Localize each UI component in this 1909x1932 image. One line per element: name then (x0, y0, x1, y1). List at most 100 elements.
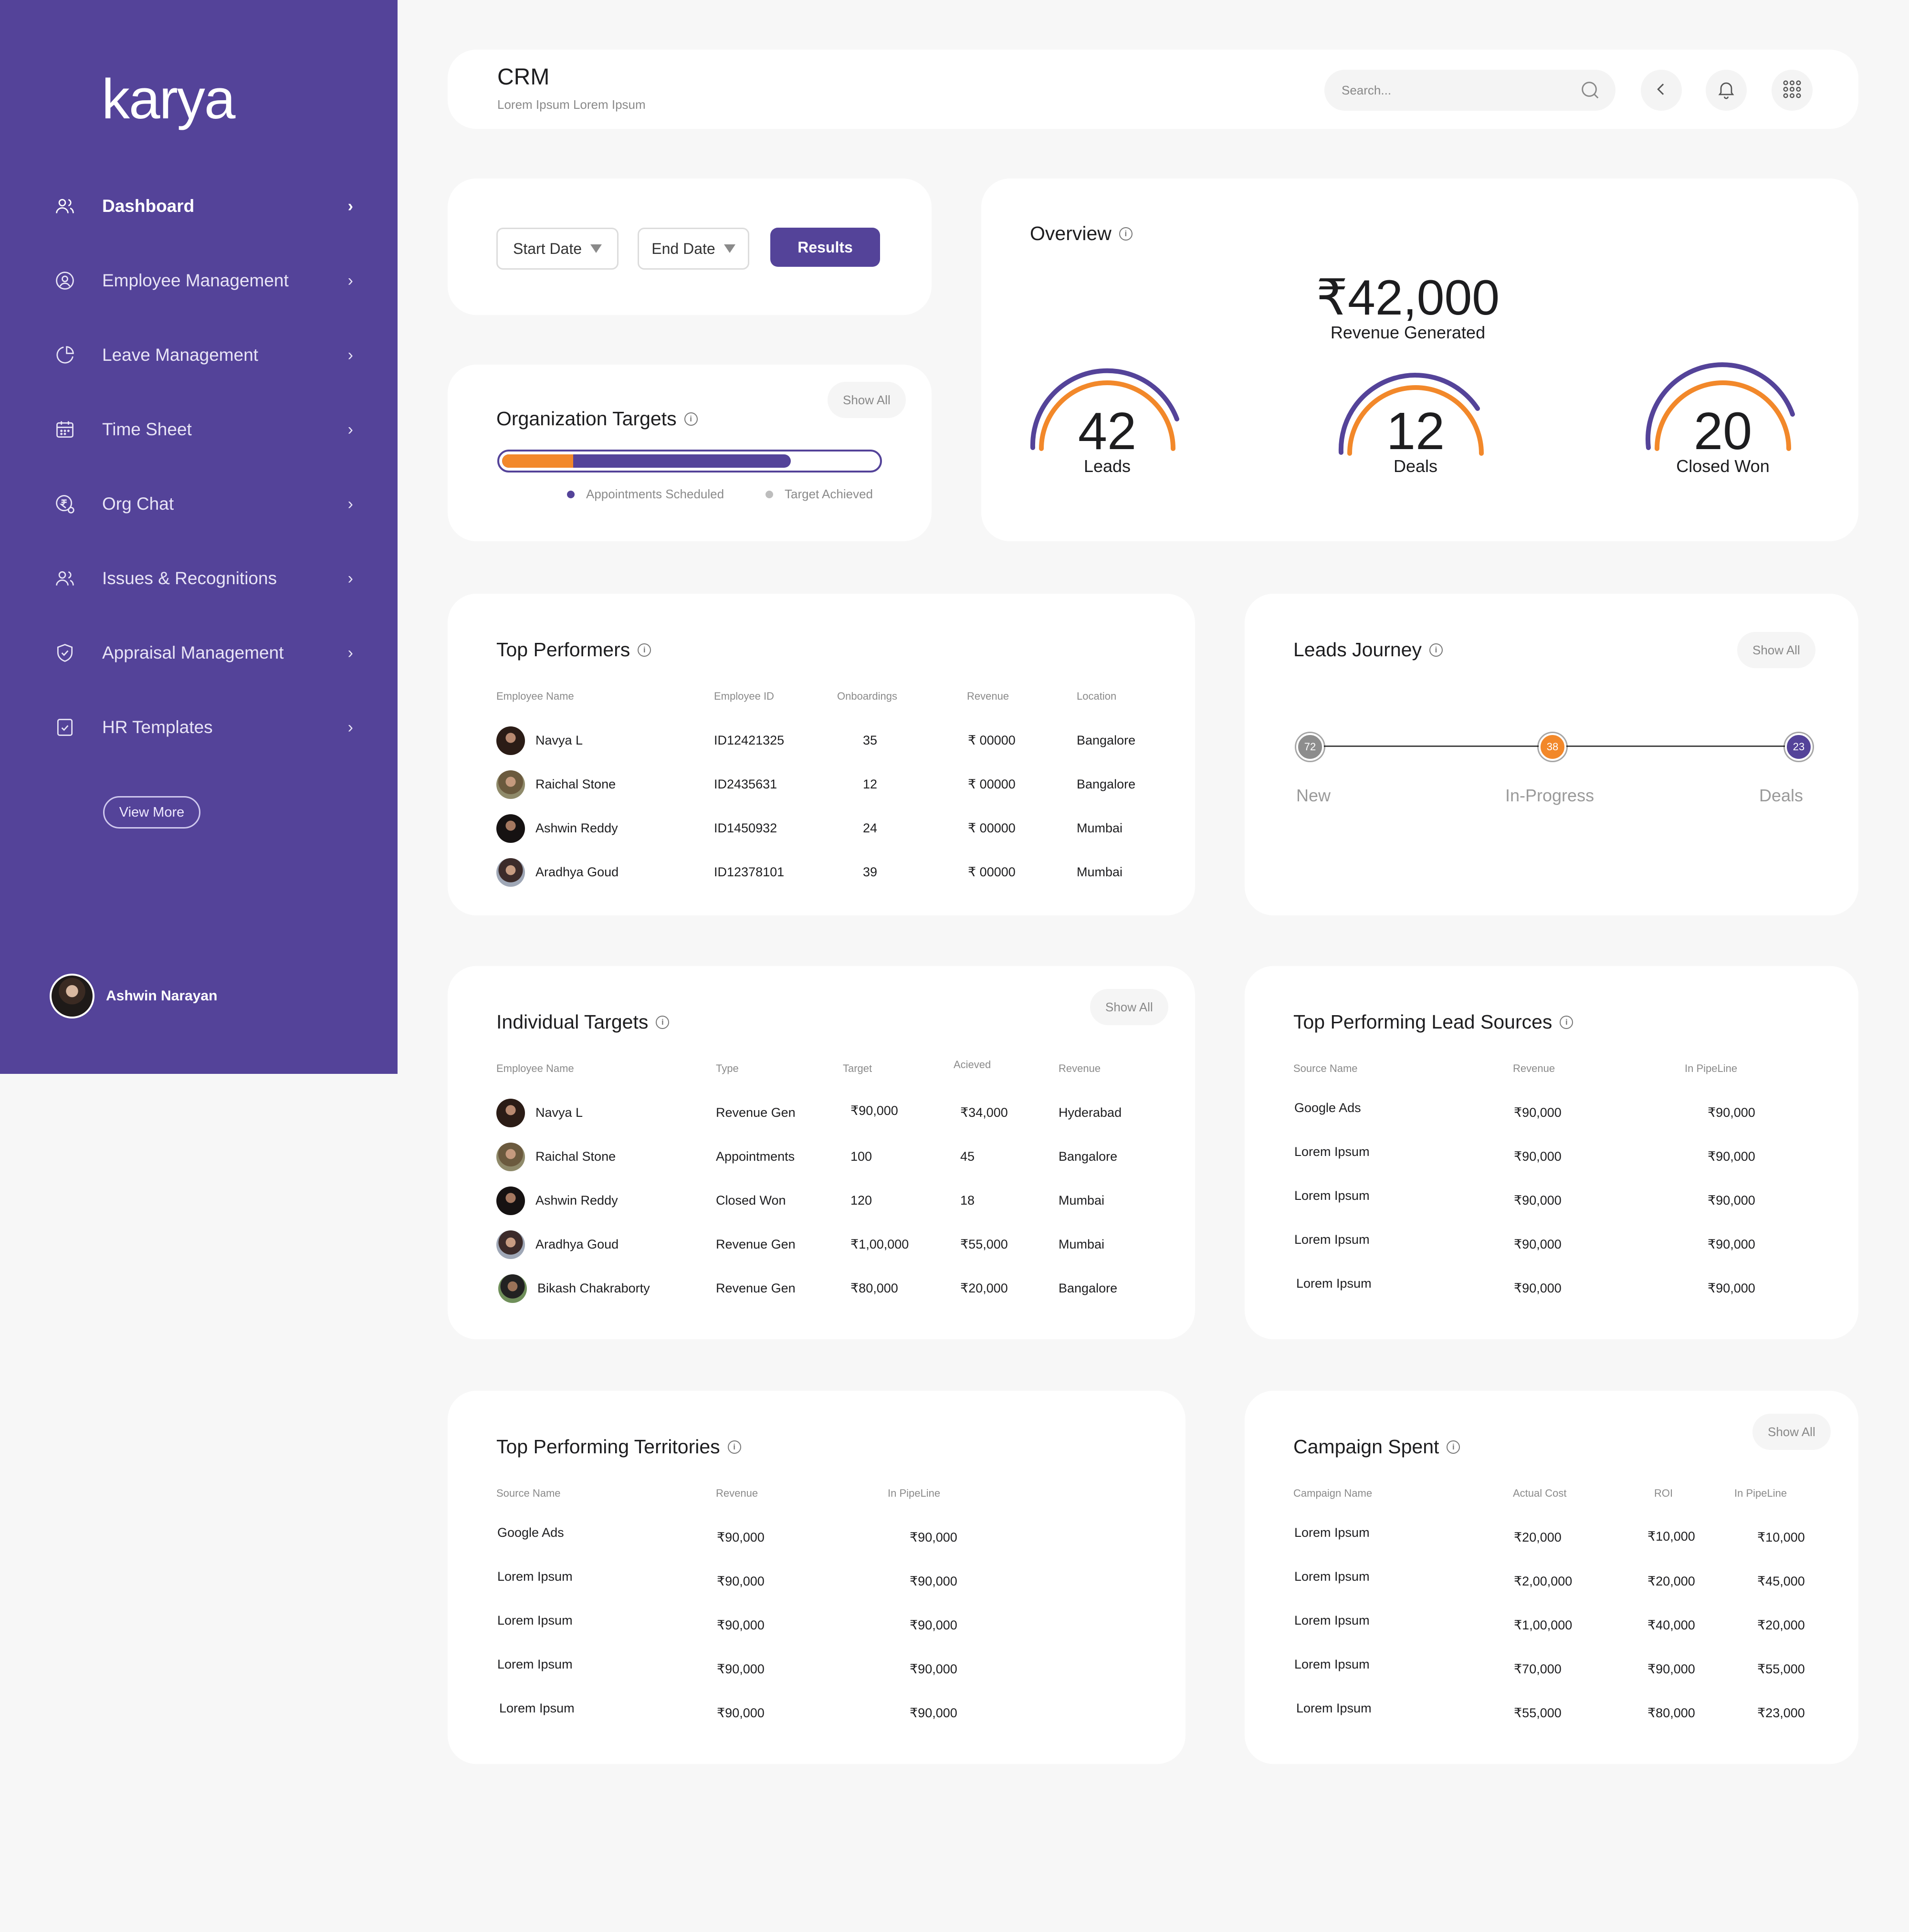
cell-revenue: ₹ 00000 (968, 733, 1016, 747)
view-more-button[interactable]: View More (103, 796, 200, 829)
start-date-dropdown[interactable]: Start Date (496, 228, 619, 270)
leads-journey-show-all[interactable]: Show All (1737, 632, 1815, 668)
cell-revenue: ₹ 00000 (968, 865, 1016, 879)
sidebar-item-time-sheet[interactable]: Time Sheet › (52, 406, 353, 453)
sidebar-item-issues-recognitions[interactable]: Issues & Recognitions › (52, 555, 353, 602)
individual-targets-show-all[interactable]: Show All (1090, 989, 1168, 1025)
stage-label-in-progress: In-Progress (1505, 786, 1594, 805)
caret-down-icon (724, 244, 735, 253)
cell-target: ₹80,000 (850, 1281, 898, 1295)
search-icon (1579, 79, 1601, 104)
cell-roi: ₹80,000 (1647, 1706, 1695, 1720)
chevron-right-icon: › (347, 494, 353, 513)
individual-targets-card (448, 966, 1195, 1339)
gauge-deals (1338, 373, 1484, 456)
sidebar-item-label: Org Chat (102, 494, 174, 514)
cell-pipeline: ₹90,000 (1708, 1149, 1755, 1164)
column-header: Revenue (1059, 1062, 1101, 1074)
column-header: Type (716, 1062, 739, 1074)
sidebar-item-org-chat[interactable]: Org Chat › (52, 480, 353, 528)
cell-campaign: Lorem Ipsum (1294, 1569, 1370, 1584)
cell-onboardings: 24 (863, 821, 878, 835)
cell-achieved: 18 (960, 1193, 975, 1208)
individual-targets-title: Individual Targets i (496, 1011, 670, 1033)
chevron-right-icon: › (347, 420, 353, 439)
column-header: Employee ID (714, 690, 774, 702)
cell-type: Revenue Gen (716, 1281, 796, 1295)
cell-revenue: ₹ 00000 (968, 777, 1016, 791)
cell-target: 120 (850, 1193, 872, 1208)
back-button[interactable] (1641, 70, 1682, 111)
avatar (496, 1230, 525, 1259)
sidebar-item-employee-management[interactable]: Employee Management › (52, 257, 353, 304)
cell-pipeline: ₹90,000 (910, 1618, 957, 1632)
info-icon: i (638, 643, 651, 657)
column-header: ROI (1654, 1487, 1673, 1499)
lead-sources-title-text: Top Performing Lead Sources (1293, 1011, 1552, 1033)
metric-leads-value: 42 (1078, 402, 1137, 461)
chevron-right-icon: › (347, 271, 353, 290)
top-performers-title: Top Performers i (496, 639, 651, 661)
cell-pipeline: ₹90,000 (1708, 1237, 1755, 1251)
cell-pipeline: ₹90,000 (910, 1706, 957, 1720)
cell-revenue: Bangalore (1059, 1281, 1118, 1295)
column-header: Source Name (496, 1487, 561, 1499)
search-placeholder: Search... (1342, 83, 1392, 97)
bell-icon (1716, 79, 1737, 102)
cell-name: Navya L (535, 1105, 583, 1120)
lead-sources-title: Top Performing Lead Sources i (1293, 1011, 1573, 1033)
cell-pipeline: ₹90,000 (1708, 1105, 1755, 1120)
cell-revenue: ₹90,000 (1514, 1193, 1562, 1208)
metric-closed-won-value: 20 (1693, 402, 1752, 461)
cell-type: Closed Won (716, 1193, 786, 1208)
sidebar-item-hr-templates[interactable]: HR Templates › (52, 704, 353, 751)
info-icon: i (1560, 1015, 1573, 1029)
cell-source: Lorem Ipsum (499, 1701, 575, 1715)
results-button[interactable]: Results (770, 228, 880, 267)
sidebar-item-label: HR Templates (102, 717, 213, 737)
sidebar-item-label: Employee Management (102, 271, 289, 290)
legend-target-achieved: Target Achieved (766, 487, 873, 502)
org-targets-show-all[interactable]: Show All (828, 382, 906, 418)
search-input[interactable]: Search... (1324, 70, 1615, 111)
cell-pipeline: ₹90,000 (910, 1574, 957, 1588)
avatar (50, 974, 94, 1018)
legend-label: Target Achieved (785, 487, 873, 501)
sidebar-item-appraisal-management[interactable]: Appraisal Management › (52, 629, 353, 677)
user-profile[interactable]: Ashwin Narayan (50, 974, 217, 1018)
cell-location: Mumbai (1077, 821, 1123, 835)
cell-achieved: ₹34,000 (960, 1105, 1008, 1120)
cell-revenue: ₹90,000 (1514, 1281, 1562, 1295)
cell-revenue: ₹90,000 (1514, 1149, 1562, 1164)
chevron-right-icon: › (347, 569, 353, 588)
cell-location: Bangalore (1077, 733, 1136, 747)
cell-roi: ₹40,000 (1647, 1618, 1695, 1632)
targets-progress-bar (497, 450, 882, 472)
info-icon: i (727, 1440, 741, 1454)
campaign-title-text: Campaign Spent (1293, 1436, 1439, 1458)
cell-onboardings: 35 (863, 733, 878, 747)
top-performers-card (448, 594, 1195, 915)
cell-type: Revenue Gen (716, 1105, 796, 1120)
column-header: Revenue (1513, 1062, 1555, 1074)
page-title: CRM (497, 64, 550, 90)
notifications-button[interactable] (1706, 70, 1747, 111)
column-header: Actual Cost (1513, 1487, 1567, 1499)
sidebar-item-label: Dashboard (102, 196, 195, 216)
cell-revenue: ₹90,000 (717, 1662, 765, 1676)
sidebar-item-leave-management[interactable]: Leave Management › (52, 331, 353, 379)
cell-revenue: ₹90,000 (1514, 1237, 1562, 1251)
cell-pipeline: ₹90,000 (1708, 1193, 1755, 1208)
cell-revenue: ₹ 00000 (968, 821, 1016, 835)
sidebar-item-dashboard[interactable]: Dashboard › (52, 182, 353, 230)
cell-cost: ₹20,000 (1514, 1530, 1562, 1544)
end-date-dropdown[interactable]: End Date (638, 228, 749, 270)
metric-closed-won-label: Closed Won (1676, 456, 1770, 476)
column-header: In PipeLine (1734, 1487, 1787, 1499)
campaign-card (1245, 1391, 1858, 1764)
column-header: Location (1077, 690, 1117, 702)
apps-button[interactable] (1772, 70, 1813, 111)
campaign-show-all[interactable]: Show All (1752, 1414, 1831, 1450)
cell-name: Raichal Stone (535, 1149, 616, 1164)
sidebar-item-label: Appraisal Management (102, 643, 284, 662)
